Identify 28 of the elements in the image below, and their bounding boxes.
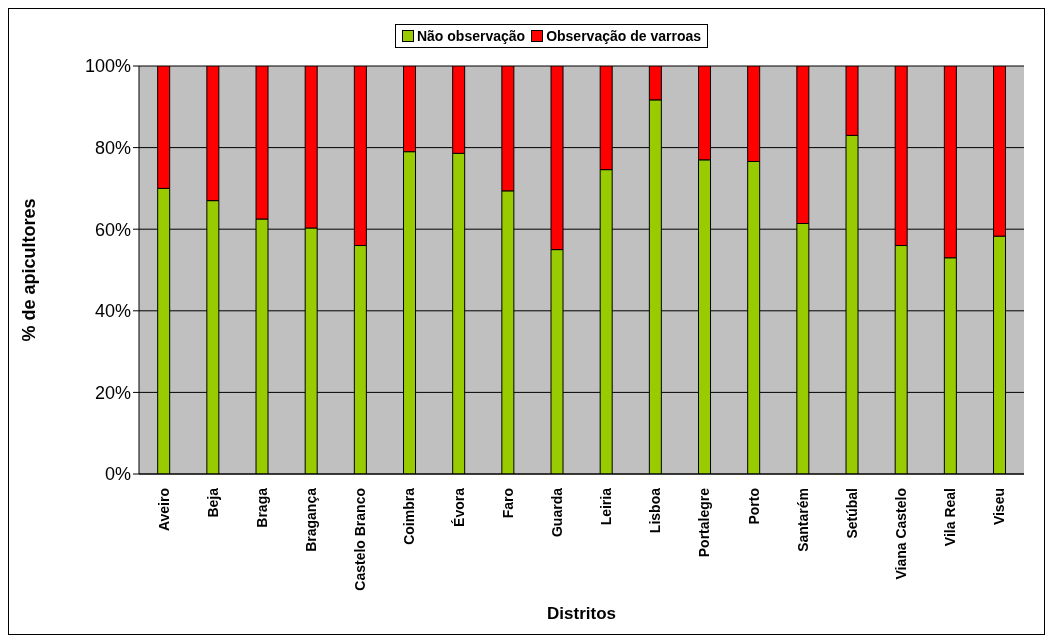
x-tick-label: Évora bbox=[450, 487, 467, 527]
x-tick-label: Castelo Branco bbox=[352, 488, 369, 591]
x-tick-label: Braga bbox=[253, 487, 270, 528]
x-tick-label: Bragança bbox=[303, 487, 320, 552]
x-tick-label: Portalegre bbox=[696, 487, 713, 558]
x-tick-label: Lisboa bbox=[647, 487, 664, 534]
x-tick-label: Viseu bbox=[991, 488, 1008, 526]
y-tick-label: 100% bbox=[84, 56, 131, 77]
y-tick-label: 0% bbox=[104, 464, 131, 485]
x-tick-label: Setúbal bbox=[843, 488, 860, 539]
y-tick-label: 80% bbox=[94, 137, 131, 158]
x-axis-title: Distritos bbox=[547, 604, 616, 623]
x-tick-label: Viana Castelo bbox=[893, 488, 910, 580]
x-tick-label: Leiria bbox=[598, 487, 615, 526]
x-tick-label: Beja bbox=[204, 487, 221, 518]
y-axis-title: % de apicultores bbox=[19, 198, 40, 342]
y-tick-label: 20% bbox=[94, 382, 131, 403]
y-tick-label: 40% bbox=[94, 301, 131, 322]
x-tick-label: Porto bbox=[745, 488, 762, 525]
x-tick-label: Coimbra bbox=[401, 487, 418, 545]
x-tick-label: Faro bbox=[499, 488, 516, 519]
x-tick-label: Vila Real bbox=[942, 488, 959, 547]
y-tick-label: 60% bbox=[94, 219, 131, 240]
x-tick-label: Santarém bbox=[794, 488, 811, 552]
x-tick-label: Aveiro bbox=[155, 488, 172, 532]
x-tick-label: Guarda bbox=[548, 487, 565, 538]
legend-label: Não observação bbox=[415, 28, 526, 44]
legend-label: Observação de varroas bbox=[545, 28, 702, 44]
